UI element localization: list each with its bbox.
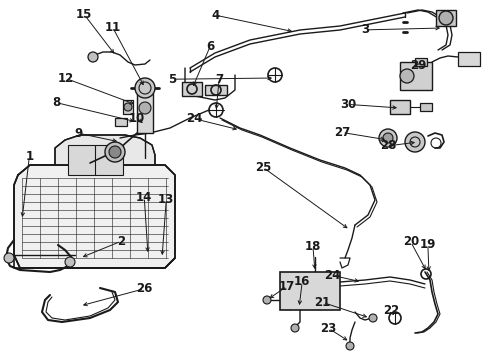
FancyBboxPatch shape xyxy=(68,145,123,175)
Text: 30: 30 xyxy=(339,98,356,111)
Text: 13: 13 xyxy=(158,193,174,206)
Text: 7: 7 xyxy=(215,73,223,86)
Text: 24: 24 xyxy=(186,112,203,125)
Circle shape xyxy=(399,69,413,83)
Circle shape xyxy=(368,314,376,322)
Text: 29: 29 xyxy=(409,59,426,72)
Text: 21: 21 xyxy=(314,296,330,309)
FancyBboxPatch shape xyxy=(280,272,339,310)
Text: 2: 2 xyxy=(117,235,125,248)
FancyBboxPatch shape xyxy=(204,85,226,95)
Text: 26: 26 xyxy=(136,282,152,295)
Text: 15: 15 xyxy=(76,8,92,21)
Text: 20: 20 xyxy=(402,235,418,248)
Text: 11: 11 xyxy=(104,21,121,33)
Circle shape xyxy=(109,146,121,158)
Text: 5: 5 xyxy=(168,73,176,86)
FancyBboxPatch shape xyxy=(389,100,409,114)
Circle shape xyxy=(404,132,424,152)
Text: 28: 28 xyxy=(380,139,396,152)
FancyBboxPatch shape xyxy=(414,58,426,66)
FancyBboxPatch shape xyxy=(435,10,455,26)
FancyBboxPatch shape xyxy=(182,82,202,96)
FancyBboxPatch shape xyxy=(419,103,431,111)
Text: 19: 19 xyxy=(419,238,435,251)
Circle shape xyxy=(382,133,392,143)
Circle shape xyxy=(135,78,155,98)
Text: 17: 17 xyxy=(278,280,295,293)
Circle shape xyxy=(4,253,14,263)
FancyBboxPatch shape xyxy=(457,52,479,66)
Text: 1: 1 xyxy=(25,150,33,163)
Text: 23: 23 xyxy=(320,322,336,335)
Circle shape xyxy=(105,142,125,162)
Circle shape xyxy=(438,11,452,25)
FancyBboxPatch shape xyxy=(399,62,431,90)
Text: 27: 27 xyxy=(333,126,350,139)
Text: 10: 10 xyxy=(128,112,145,125)
Circle shape xyxy=(263,296,270,304)
Text: 6: 6 xyxy=(206,40,214,53)
Text: 22: 22 xyxy=(382,304,399,317)
Circle shape xyxy=(88,52,98,62)
Text: 24: 24 xyxy=(324,269,340,282)
Circle shape xyxy=(139,102,151,114)
Circle shape xyxy=(290,324,298,332)
FancyBboxPatch shape xyxy=(137,93,153,133)
Text: 12: 12 xyxy=(58,72,74,85)
Text: 9: 9 xyxy=(74,127,82,140)
Text: 4: 4 xyxy=(211,9,219,22)
Circle shape xyxy=(124,103,132,111)
Text: 18: 18 xyxy=(304,240,321,253)
FancyBboxPatch shape xyxy=(115,118,127,126)
Text: 14: 14 xyxy=(136,191,152,204)
Text: 8: 8 xyxy=(52,96,60,109)
Polygon shape xyxy=(55,135,155,165)
Circle shape xyxy=(65,257,75,267)
FancyBboxPatch shape xyxy=(123,100,133,114)
Circle shape xyxy=(378,129,396,147)
Text: 25: 25 xyxy=(254,161,271,174)
Text: 3: 3 xyxy=(360,23,368,36)
Polygon shape xyxy=(14,165,175,268)
Circle shape xyxy=(346,342,353,350)
Text: 16: 16 xyxy=(293,275,310,288)
